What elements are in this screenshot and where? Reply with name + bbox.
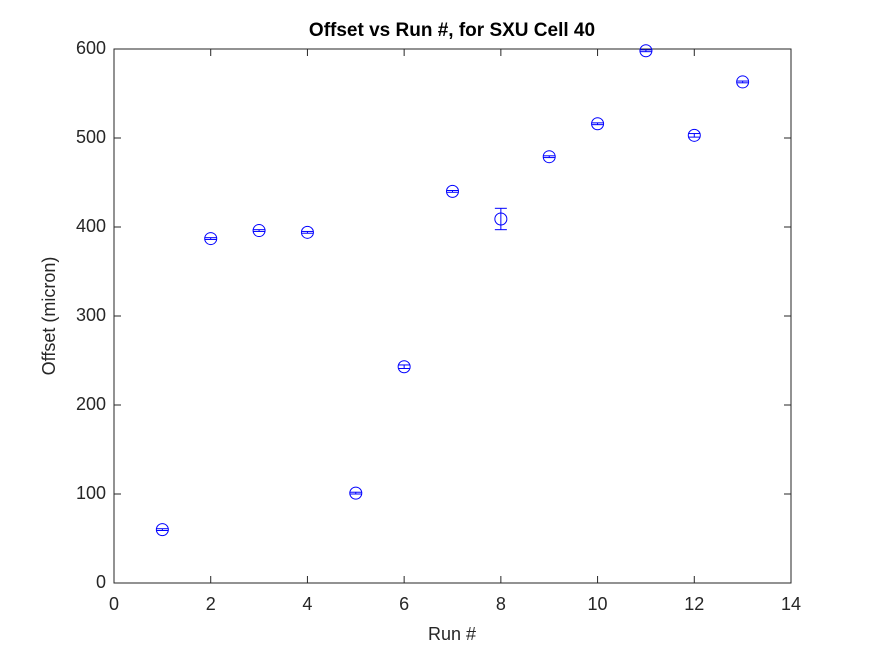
chart-title: Offset vs Run #, for SXU Cell 40: [309, 20, 595, 41]
plot-box: [113, 48, 792, 584]
y-axis-label: Offset (micron): [39, 257, 59, 376]
x-tick-label: 8: [496, 594, 506, 614]
x-tick-label: 14: [781, 594, 801, 614]
data-point: [155, 523, 169, 537]
data-point: [639, 44, 653, 58]
data-point: [542, 150, 556, 164]
data-point: [252, 224, 266, 238]
x-tick-label: 4: [302, 594, 312, 614]
x-axis-label: Run #: [428, 624, 476, 644]
x-tick-label: 0: [109, 594, 119, 614]
x-tick-label: 6: [399, 594, 409, 614]
data-point: [349, 486, 363, 500]
data-point: [300, 225, 314, 239]
x-tick-label: 12: [684, 594, 704, 614]
data-point: [494, 212, 508, 226]
y-tick-label: 0: [96, 572, 106, 592]
data-point: [397, 360, 411, 374]
data-point: [591, 117, 605, 131]
y-tick-label: 400: [76, 216, 106, 236]
y-tick-label: 200: [76, 394, 106, 414]
x-tick-label: 2: [206, 594, 216, 614]
y-tick-label: 300: [76, 305, 106, 325]
data-point: [446, 184, 459, 198]
x-tick-label: 10: [588, 594, 608, 614]
data-point: [204, 232, 218, 246]
y-tick-label: 600: [76, 38, 106, 58]
data-point: [736, 75, 750, 89]
y-tick-label: 100: [76, 483, 106, 503]
data-point: [687, 128, 701, 142]
y-tick-label: 500: [76, 127, 106, 147]
